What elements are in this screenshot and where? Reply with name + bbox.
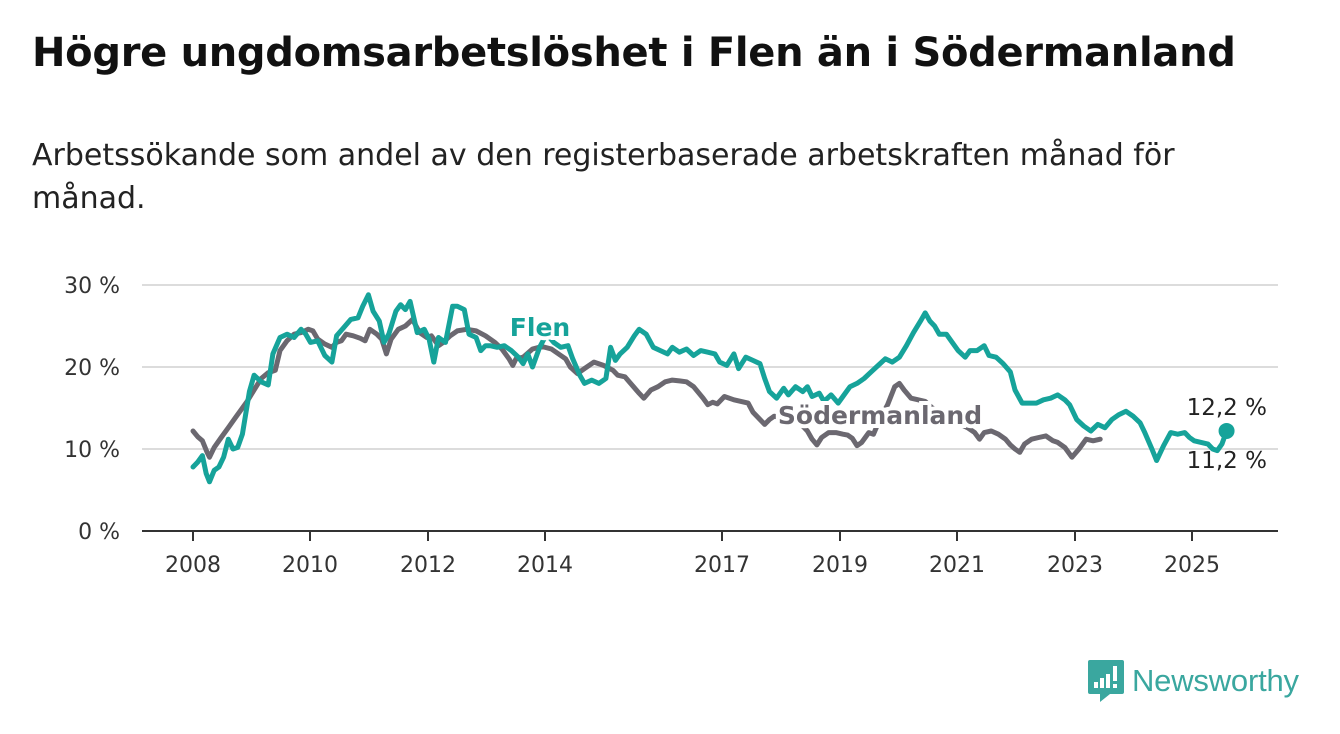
x-tick-label: 2017: [694, 553, 750, 578]
brand-name: Newsworthy: [1132, 663, 1299, 698]
series-label-sodermanland: Södermanland: [778, 401, 982, 430]
x-tick-label: 2019: [812, 553, 868, 578]
series-label-flen: Flen: [510, 313, 570, 342]
chart-subtitle: Arbetssökande som andel av den registerb…: [32, 138, 1175, 216]
flen-end-marker: [1218, 422, 1235, 439]
bar-chart-speech-bubble-icon: [1088, 660, 1124, 702]
y-tick-label: 20 %: [64, 356, 120, 381]
x-tick-label: 2014: [517, 553, 573, 578]
series-lines: [190, 292, 1230, 485]
x-tick-label: 2008: [165, 553, 221, 578]
x-tick-label: 2021: [929, 553, 985, 578]
series-labels: Södermanland Flen 12,2 % 11,2 %: [506, 309, 1267, 474]
sodermanland-end-label: 11,2 %: [1187, 448, 1267, 474]
series-line-flen: [190, 292, 1230, 485]
y-tick-label: 0 %: [78, 520, 120, 545]
x-tick-label: 2023: [1047, 553, 1103, 578]
x-tick-label: 2025: [1164, 553, 1220, 578]
y-tick-label: 30 %: [64, 274, 120, 299]
x-tick-label: 2012: [400, 553, 456, 578]
newsworthy-logo[interactable]: Newsworthy: [1088, 660, 1299, 702]
x-tick-label: 2010: [282, 553, 338, 578]
y-tick-label: 10 %: [64, 438, 120, 463]
flen-end-label: 12,2 %: [1187, 395, 1267, 421]
chart-title: Högre ungdomsarbetslöshet i Flen än i Sö…: [32, 30, 1236, 76]
y-axis-ticks: 0 % 10 % 20 % 30 %: [64, 274, 120, 545]
x-axis-ticks: 2008 2010 2012 2014 2017 2019 2021 2023 2025: [165, 531, 1220, 578]
grid-lines: [142, 284, 1278, 450]
